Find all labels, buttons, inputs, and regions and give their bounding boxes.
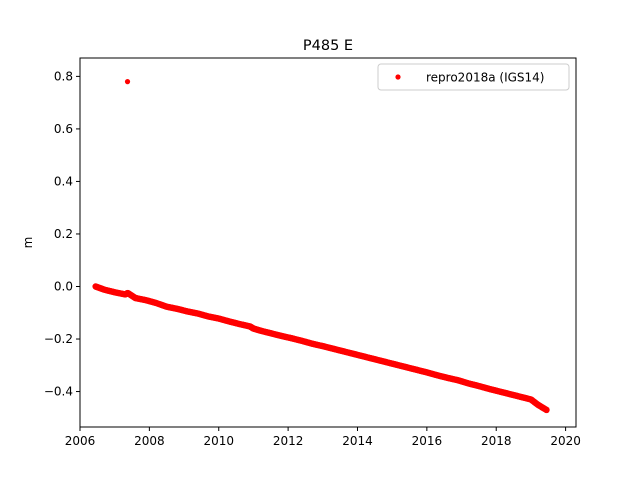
y-axis-label: m (21, 237, 35, 249)
chart-title: P485 E (303, 38, 353, 54)
y-tick-label: 0.8 (54, 69, 73, 83)
y-tick-label: −0.2 (44, 332, 73, 346)
axes-layer: 2006 2008 2010 2012 2014 2016 2018 2020 0.8 0.6 0.… (44, 57, 581, 448)
y-tick-label: 0.2 (54, 227, 73, 241)
x-tick-label: 2014 (342, 434, 373, 448)
data-point (543, 406, 550, 414)
x-tick-label: 2010 (203, 434, 234, 448)
legend-marker (395, 74, 401, 80)
y-tick-label: 0.4 (54, 174, 73, 188)
plot-frame (79, 57, 577, 428)
y-tick-label: 0.0 (54, 279, 73, 293)
x-tick-label: 2020 (550, 434, 581, 448)
outlier-point (124, 79, 131, 85)
x-tick-label: 2018 (481, 434, 512, 448)
x-tick-label: 2016 (412, 434, 443, 448)
x-tick-label: 2006 (65, 434, 96, 448)
legend-box (377, 63, 570, 91)
data-points-layer (92, 79, 550, 414)
y-tick-label: 0.6 (54, 122, 73, 136)
x-tick-label: 2012 (273, 434, 304, 448)
legend-entry-label: repro2018a (IGS14) (426, 71, 544, 85)
y-tick-label: −0.4 (44, 385, 73, 399)
x-tick-label: 2008 (134, 434, 165, 448)
legend: repro2018a (IGS14) (377, 63, 570, 91)
